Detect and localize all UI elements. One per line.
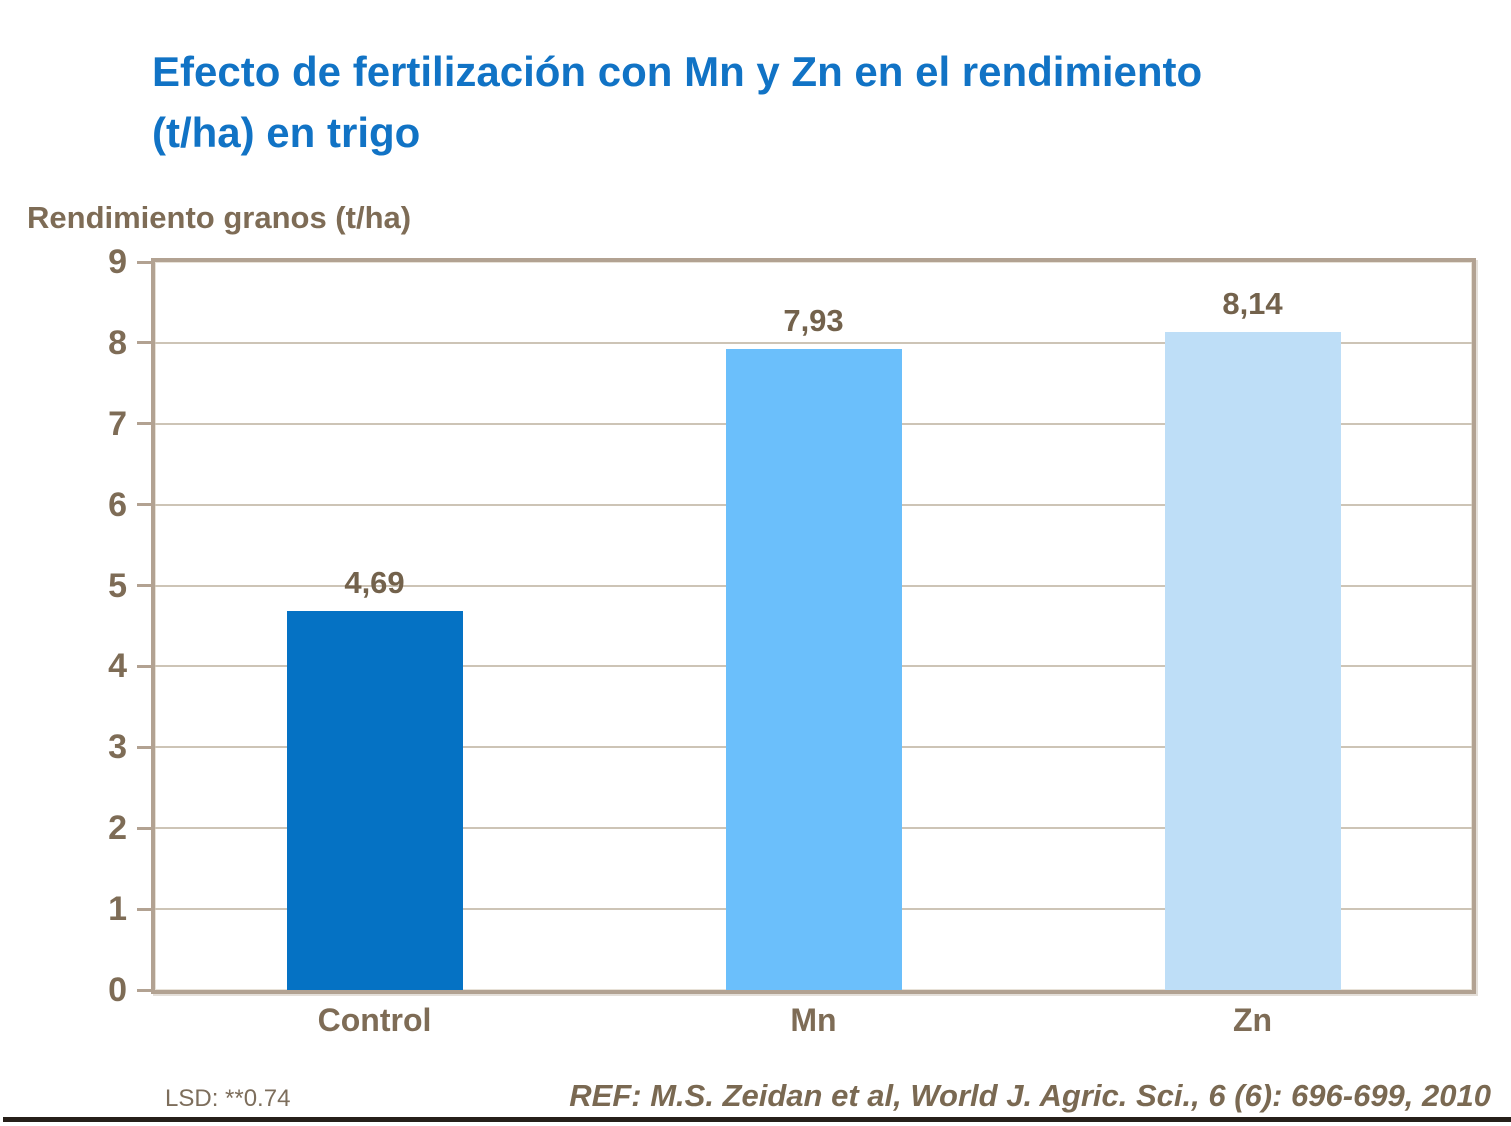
x-category-label: Mn bbox=[790, 1002, 837, 1038]
y-tick-label: 1 bbox=[108, 890, 127, 929]
y-tick-label: 7 bbox=[108, 404, 127, 443]
y-axis-tick bbox=[137, 907, 151, 911]
gridline bbox=[155, 341, 1472, 344]
y-tick-label: 0 bbox=[108, 971, 127, 1009]
y-tick-label: 8 bbox=[108, 323, 127, 362]
y-axis-tick bbox=[137, 826, 151, 830]
y-tick-label: 9 bbox=[108, 243, 127, 281]
chart-title-line1: Efecto de fertilización con Mn y Zn en e… bbox=[152, 48, 1203, 95]
y-axis-tick bbox=[137, 664, 151, 668]
chart-title: Efecto de fertilización con Mn y Zn en e… bbox=[152, 42, 1442, 164]
y-axis-title: Rendimiento granos (t/ha) bbox=[27, 200, 412, 235]
y-tick-label: 5 bbox=[108, 566, 127, 605]
y-axis-tick bbox=[137, 584, 151, 588]
plot-area: 0 1 2 3 4 5 6 7 8 9 4,69 Control 7,93 Mn 8,14 Zn bbox=[108, 243, 1476, 1038]
bar-value-label: 4,69 bbox=[344, 564, 405, 600]
y-axis-tick bbox=[137, 745, 151, 749]
y-axis-tick bbox=[137, 341, 151, 345]
reference-citation: REF: M.S. Zeidan et al, World J. Agric. … bbox=[569, 1078, 1491, 1113]
bar-control bbox=[286, 610, 463, 990]
y-axis-tick bbox=[137, 422, 151, 426]
x-category-label: Control bbox=[317, 1002, 432, 1038]
y-axis-tick bbox=[137, 503, 151, 507]
chart-title-line2: (t/ha) en trigo bbox=[152, 108, 421, 156]
bottom-divider bbox=[3, 1117, 1511, 1122]
bar-zn bbox=[1164, 331, 1341, 990]
y-axis-tick bbox=[137, 260, 151, 264]
y-tick-label: 6 bbox=[108, 485, 127, 524]
y-tick-label: 4 bbox=[108, 647, 127, 686]
y-tick-label: 3 bbox=[108, 728, 127, 767]
bar-mn bbox=[725, 348, 902, 990]
x-category-label: Zn bbox=[1232, 1002, 1273, 1038]
y-tick-label: 2 bbox=[108, 809, 127, 848]
bar-value-label: 7,93 bbox=[783, 302, 844, 338]
lsd-note: LSD: **0.74 bbox=[165, 1085, 291, 1112]
y-axis-tick bbox=[137, 988, 151, 992]
bar-value-label: 8,14 bbox=[1222, 285, 1283, 321]
